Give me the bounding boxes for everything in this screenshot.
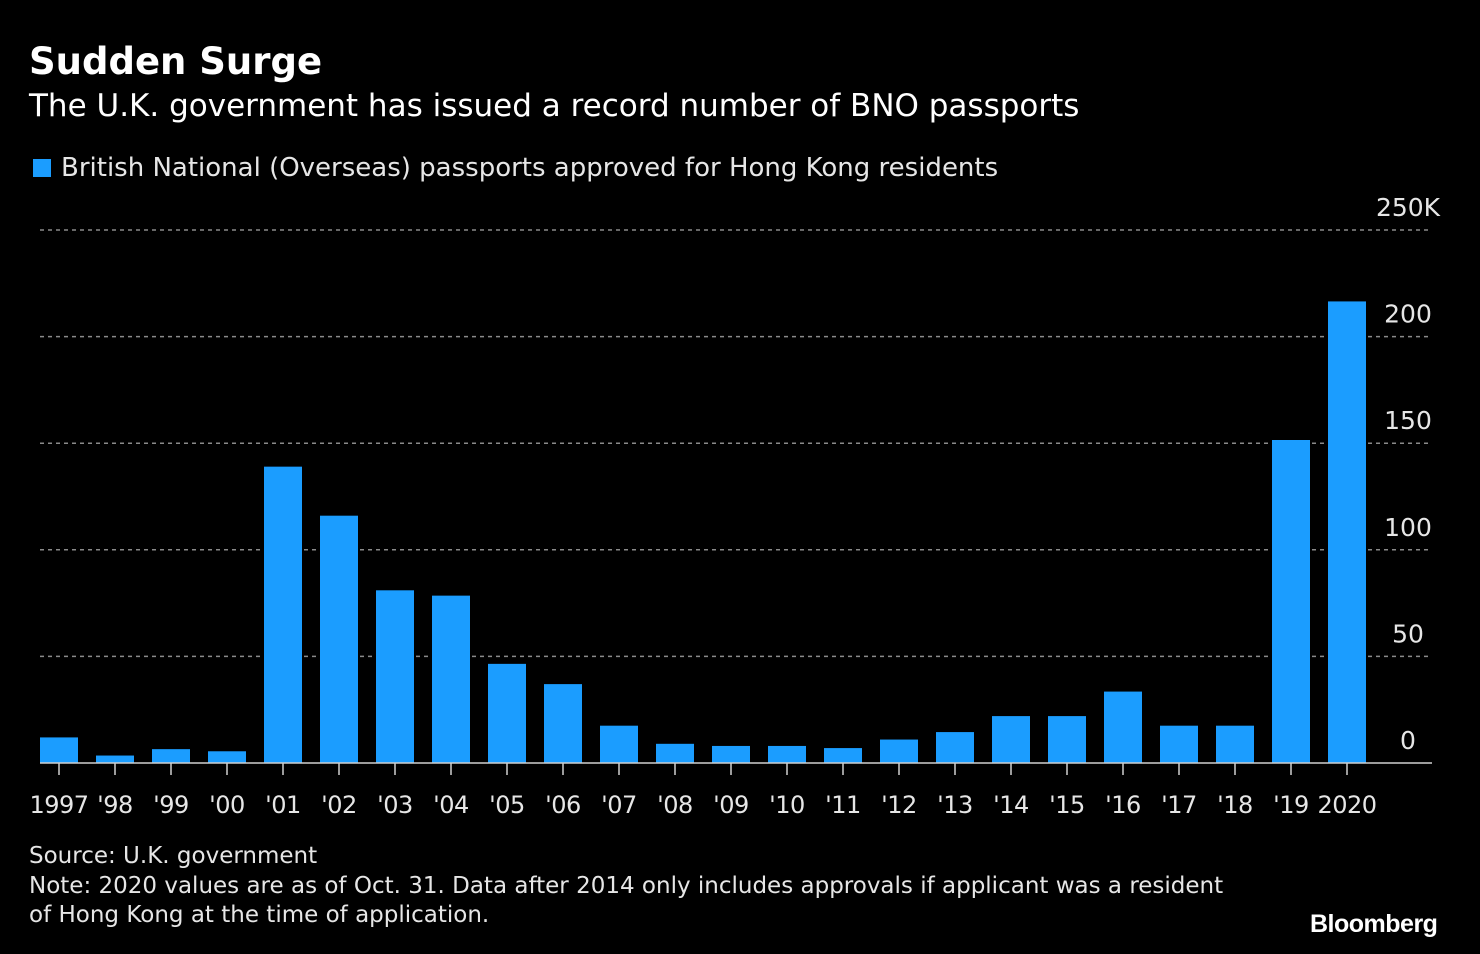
- y-tick-label: 50: [1392, 619, 1424, 648]
- bar-00: [208, 751, 246, 763]
- x-tick-label: '09: [713, 791, 749, 819]
- y-tick-label: 200: [1384, 300, 1432, 329]
- x-tick-label: '06: [545, 791, 581, 819]
- bar-18: [1216, 725, 1254, 763]
- bar-98: [96, 755, 134, 763]
- x-tick-label: '02: [321, 791, 357, 819]
- x-tick-label: '19: [1273, 791, 1309, 819]
- bar-99: [152, 749, 190, 763]
- bar-2020: [1328, 301, 1366, 763]
- footnote: Note: 2020 values are as of Oct. 31. Dat…: [29, 873, 1224, 928]
- x-tick-label: '15: [1049, 791, 1085, 819]
- x-tick-label: '14: [993, 791, 1029, 819]
- bar-11: [824, 748, 862, 763]
- x-tick-label: '10: [769, 791, 805, 819]
- x-tick-label: '11: [825, 791, 861, 819]
- x-tick-label: '05: [489, 791, 525, 819]
- bar-15: [1048, 716, 1086, 763]
- bar-16: [1104, 691, 1142, 763]
- bar-12: [880, 739, 918, 763]
- grid-lines: [40, 229, 1432, 658]
- bar-05: [488, 663, 526, 763]
- legend: British National (Overseas) passports ap…: [33, 152, 998, 184]
- x-tick-label: '07: [601, 791, 637, 819]
- x-tick-label: '13: [937, 791, 973, 819]
- bar-17: [1160, 725, 1198, 763]
- y-tick-label: 100: [1384, 513, 1432, 542]
- bar-03: [376, 590, 414, 763]
- y-tick-label: 0: [1400, 726, 1416, 755]
- source-note: Source: U.K. government: [29, 843, 318, 869]
- bar-04: [432, 595, 470, 763]
- x-tick-label: 1997: [29, 791, 88, 819]
- bar-08: [656, 743, 694, 763]
- x-tick-label: '01: [265, 791, 301, 819]
- x-axis: [40, 762, 1432, 775]
- x-tick-label: '12: [881, 791, 917, 819]
- x-tick-label: '16: [1105, 791, 1141, 819]
- bar-19: [1272, 440, 1310, 763]
- y-tick-label: 250K: [1376, 193, 1441, 222]
- x-tick-label: '99: [153, 791, 189, 819]
- legend-label: British National (Overseas) passports ap…: [61, 153, 999, 183]
- x-tick-label: '98: [97, 791, 133, 819]
- bar-1997: [40, 737, 78, 763]
- x-tick-label: '04: [433, 791, 469, 819]
- legend-swatch: [33, 159, 51, 177]
- bar-13: [936, 732, 974, 763]
- bar-02: [320, 515, 358, 763]
- tick-labels: 0 50 100 150 200 250K 1997 '98 '99 '00 '01 '02 '03 '0…: [29, 193, 1440, 819]
- bar-14: [992, 716, 1030, 763]
- bar-09: [712, 745, 750, 763]
- chart-title: Sudden Surge: [29, 40, 323, 83]
- x-tick-label: '18: [1217, 791, 1253, 819]
- bars: [40, 301, 1366, 763]
- x-tick-label: '03: [377, 791, 413, 819]
- x-tick-label: '00: [209, 791, 245, 819]
- bar-06: [544, 684, 582, 763]
- y-tick-label: 150: [1384, 406, 1432, 435]
- bloomberg-logo: Bloomberg: [1310, 910, 1438, 938]
- chart-subtitle: The U.K. government has issued a record …: [29, 88, 1080, 124]
- bar-07: [600, 725, 638, 763]
- bar-01: [264, 466, 302, 763]
- x-tick-label: '08: [657, 791, 693, 819]
- x-tick-label: 2020: [1317, 791, 1376, 819]
- bar-10: [768, 745, 806, 763]
- x-tick-label: '17: [1161, 791, 1197, 819]
